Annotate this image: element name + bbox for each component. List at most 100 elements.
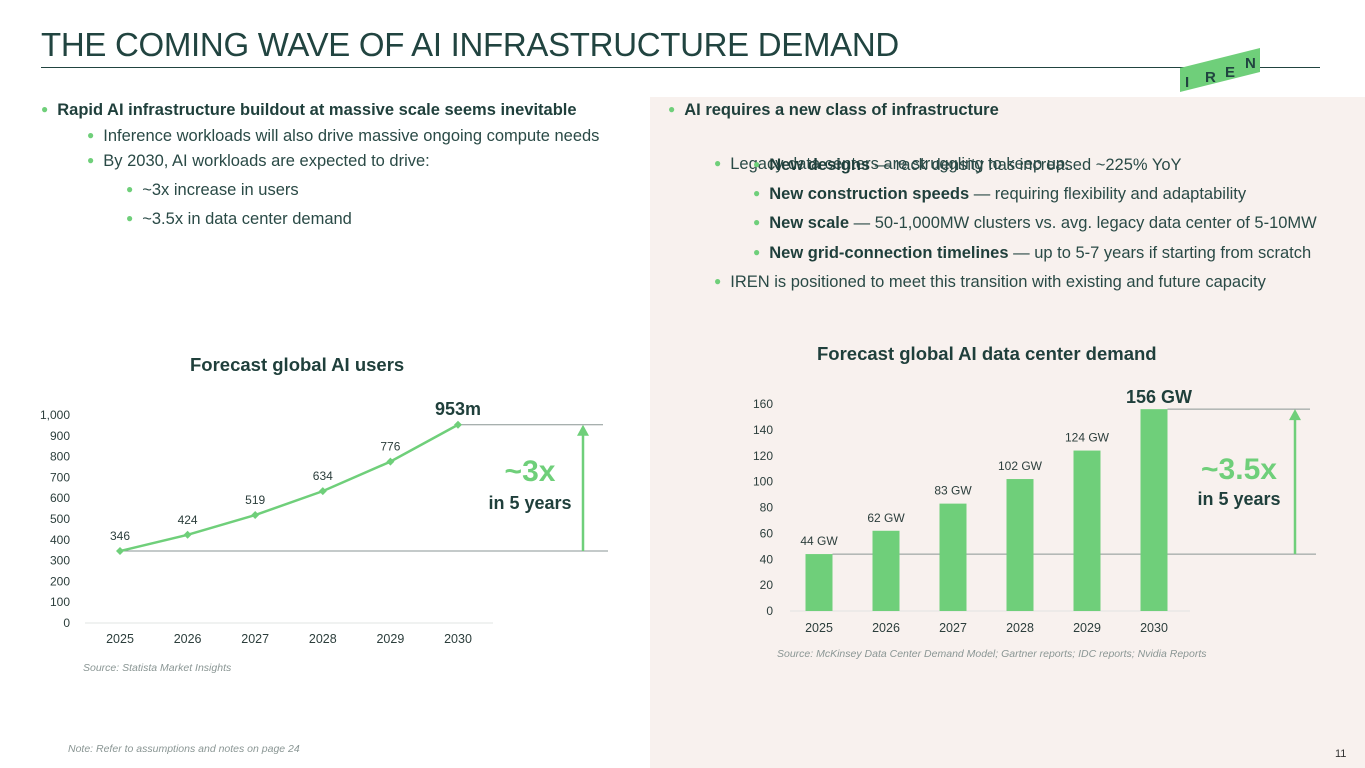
dc-y-tick-label: 80 bbox=[760, 501, 774, 515]
dc-bar bbox=[805, 554, 833, 611]
dc-y-tick-label: 40 bbox=[760, 552, 774, 566]
users-chart-source: Source: Statista Market Insights bbox=[83, 662, 232, 674]
users-y-tick-label: 800 bbox=[50, 450, 70, 464]
dc-y-tick-label: 140 bbox=[753, 423, 773, 437]
right-item-2-rest: — 50-1,000MW clusters vs. avg. legacy da… bbox=[849, 214, 1317, 232]
dc-data-labels: 44 GW 62 GW 83 GW 102 GW 124 GW 156 GW bbox=[800, 387, 1192, 548]
bullet-dot-icon: ● bbox=[753, 245, 761, 259]
title-divider bbox=[41, 67, 1320, 68]
right-item-3-bold: New grid-connection timelines bbox=[769, 244, 1009, 262]
dc-bars bbox=[805, 409, 1168, 611]
bullet-dot-icon: ● bbox=[668, 102, 676, 116]
dc-bar bbox=[872, 530, 900, 611]
dc-bar bbox=[1006, 479, 1034, 611]
left-bullet-subsub2: ● ~3.5x in data center demand bbox=[126, 210, 352, 229]
dc-y-tick-label: 0 bbox=[766, 604, 773, 618]
dc-data-label: 62 GW bbox=[867, 511, 905, 525]
footer-note: Note: Refer to assumptions and notes on … bbox=[68, 743, 300, 755]
dc-y-tick-label: 60 bbox=[760, 526, 774, 540]
users-x-tick-label: 2025 bbox=[106, 632, 134, 646]
logo-letter-i: I bbox=[1185, 74, 1189, 91]
users-data-point bbox=[386, 457, 395, 466]
bullet-dot-icon: ● bbox=[753, 215, 761, 229]
dc-y-tick-label: 20 bbox=[760, 578, 774, 592]
right-item-2-bold: New scale bbox=[769, 214, 850, 232]
dc-x-tick-label: 2028 bbox=[1006, 621, 1034, 635]
right-bullet-sub2: ● IREN is positioned to meet this transit… bbox=[714, 273, 1266, 292]
users-x-tick-label: 2027 bbox=[241, 632, 269, 646]
users-y-tick-label: 700 bbox=[50, 470, 70, 484]
users-y-tick-label: 300 bbox=[50, 554, 70, 568]
users-data-point bbox=[454, 420, 462, 429]
left-bullet-subsub1: ● ~3x increase in users bbox=[126, 181, 299, 200]
users-x-tick-label: 2028 bbox=[309, 632, 337, 646]
logo-letter-n: N bbox=[1245, 55, 1256, 72]
dc-bar bbox=[1140, 409, 1168, 611]
dc-data-label: 156 GW bbox=[1126, 387, 1192, 407]
right-item-1: ● New construction speeds — requiring fle… bbox=[753, 185, 1246, 204]
dc-x-axis: 2025 2026 2027 2028 2029 2030 bbox=[805, 621, 1168, 635]
right-bullet-sub1-text: Legacy data centers are struggling to ke… bbox=[730, 155, 1070, 173]
users-x-tick-label: 2029 bbox=[376, 632, 404, 646]
dc-arrow-head-icon bbox=[1289, 409, 1301, 421]
logo-letter-e: E bbox=[1225, 64, 1235, 81]
dc-y-tick-label: 160 bbox=[753, 397, 773, 411]
right-item-3-rest: — up to 5-7 years if starting from scrat… bbox=[1008, 244, 1312, 262]
users-data-label: 953m bbox=[435, 399, 481, 419]
users-data-label: 519 bbox=[245, 493, 265, 507]
dc-data-label: 83 GW bbox=[934, 484, 972, 498]
right-bullet-main: ● AI requires a new class of infrastructu… bbox=[668, 101, 999, 120]
users-y-tick-label: 100 bbox=[50, 595, 70, 609]
logo-letter-r: R bbox=[1205, 69, 1216, 86]
users-data-point bbox=[183, 530, 192, 539]
bullet-dot-icon: ● bbox=[753, 186, 761, 200]
left-bullet-main: ● Rapid AI infrastructure buildout at mas… bbox=[41, 101, 577, 120]
users-x-tick-label: 2030 bbox=[444, 632, 472, 646]
iren-logo: I R E N bbox=[1180, 48, 1260, 92]
right-bullet-sub1: ● Legacy data centers are struggling to k… bbox=[714, 155, 1070, 174]
dc-x-tick-label: 2026 bbox=[872, 621, 900, 635]
dc-data-label: 124 GW bbox=[1065, 431, 1110, 445]
right-item-1-rest: — requiring flexibility and adaptability bbox=[969, 185, 1247, 203]
dc-bar bbox=[1073, 450, 1101, 611]
left-bullet-subsub2-text: ~3.5x in data center demand bbox=[142, 210, 352, 228]
users-y-tick-label: 600 bbox=[50, 491, 70, 505]
bullet-dot-icon: ● bbox=[87, 128, 95, 142]
dc-data-label: 102 GW bbox=[998, 459, 1043, 473]
users-data-point bbox=[251, 511, 260, 520]
bullet-dot-icon: ● bbox=[126, 211, 134, 225]
bullet-dot-icon: ● bbox=[126, 182, 134, 196]
users-series-line bbox=[119, 423, 459, 553]
users-y-tick-label: 200 bbox=[50, 574, 70, 588]
users-y-axis: 0 100 200 300 400 500 600 700 800 900 1,000 bbox=[40, 408, 70, 630]
bullet-dot-icon: ● bbox=[714, 274, 722, 288]
users-data-point bbox=[318, 487, 327, 496]
dc-bar bbox=[939, 503, 967, 611]
dc-data-label: 44 GW bbox=[800, 534, 838, 548]
users-y-tick-label: 1,000 bbox=[40, 408, 70, 422]
users-data-label: 634 bbox=[313, 469, 333, 483]
users-chart-title: Forecast global AI users bbox=[190, 354, 405, 375]
users-data-labels: 346 424 519 634 776 953m bbox=[110, 399, 481, 543]
dc-chart-source: Source: McKinsey Data Center Demand Mode… bbox=[777, 648, 1207, 660]
right-bullet-sub2-text: IREN is positioned to meet this transiti… bbox=[730, 273, 1266, 291]
right-item-0-bold: New designs bbox=[769, 156, 871, 174]
dc-x-tick-label: 2030 bbox=[1140, 621, 1168, 635]
left-bullet-main-text: Rapid AI infrastructure buildout at mass… bbox=[57, 101, 577, 119]
dc-chart-title: Forecast global AI data center demand bbox=[817, 343, 1157, 364]
bullet-dot-icon: ● bbox=[753, 157, 761, 171]
left-bullet-sub2-text: By 2030, AI workloads are expected to dr… bbox=[103, 152, 430, 170]
users-y-tick-label: 900 bbox=[50, 429, 70, 443]
logo-shape bbox=[1180, 48, 1260, 92]
right-bullet-main-text: AI requires a new class of infrastructur… bbox=[684, 101, 999, 119]
users-y-tick-label: 500 bbox=[50, 512, 70, 526]
users-multiplier-sub: in 5 years bbox=[488, 493, 571, 513]
dc-x-tick-label: 2027 bbox=[939, 621, 967, 635]
users-x-axis: 2025 2026 2027 2028 2029 2030 bbox=[106, 632, 472, 646]
left-bullet-sub1-text: Inference workloads will also drive mass… bbox=[103, 127, 600, 145]
dc-x-tick-label: 2029 bbox=[1073, 621, 1101, 635]
bullet-dot-icon: ● bbox=[714, 156, 722, 170]
users-data-label: 424 bbox=[178, 513, 198, 527]
bullet-dot-icon: ● bbox=[41, 102, 49, 116]
